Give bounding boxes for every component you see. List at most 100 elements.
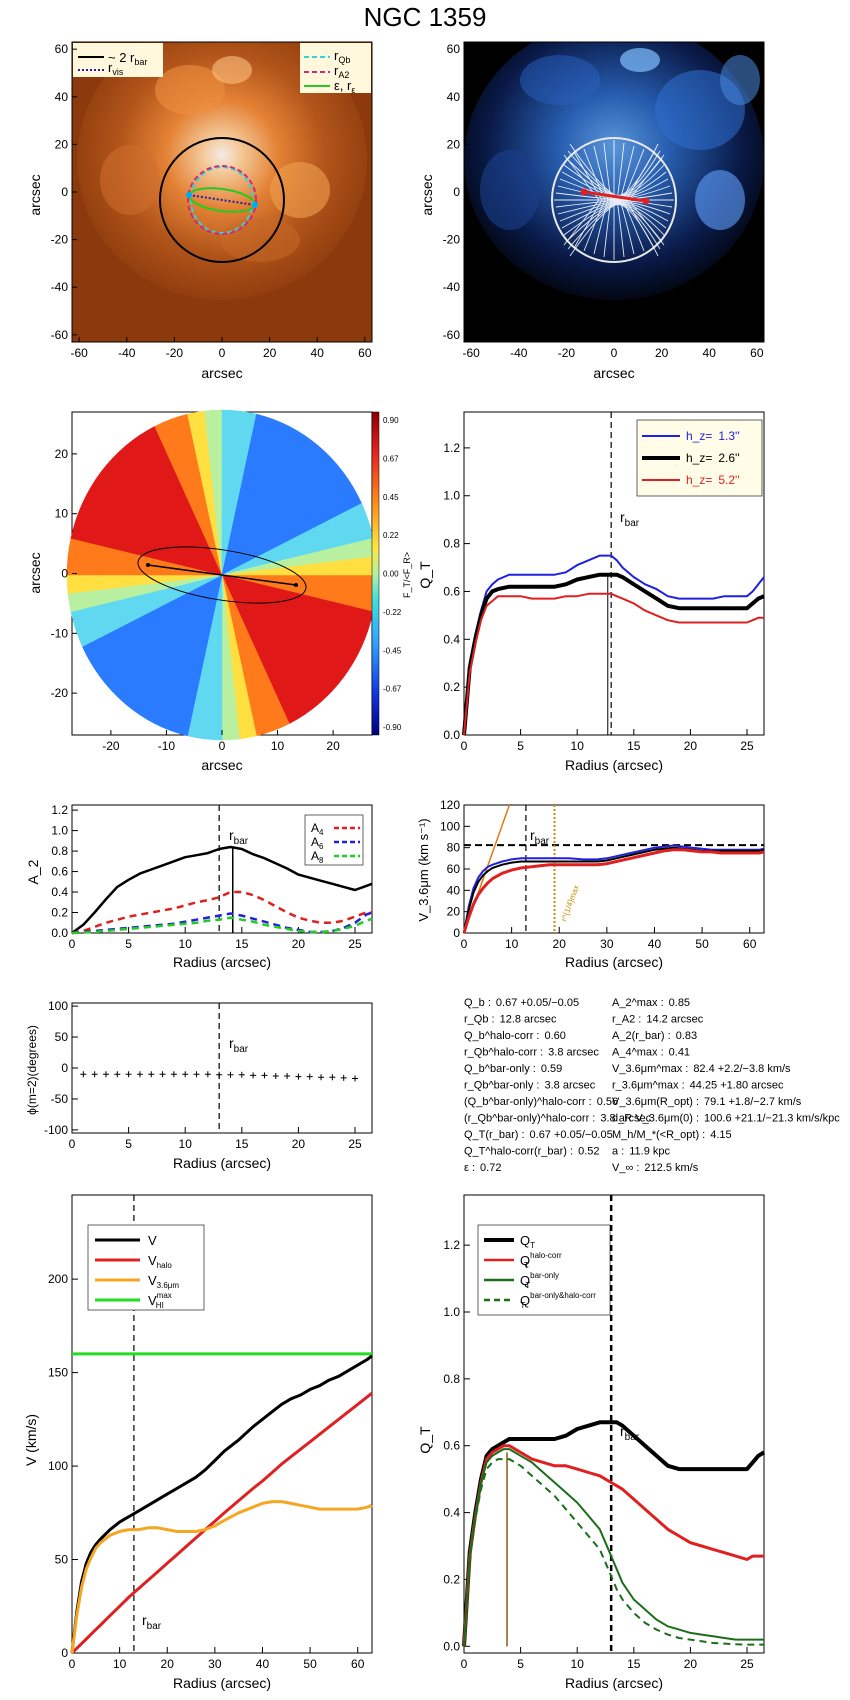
x-tick-label: 10 <box>571 1657 585 1671</box>
x-tick-label: 15 <box>235 937 249 951</box>
field-line <box>593 145 609 255</box>
x-tick-label: 40 <box>703 346 717 360</box>
y-tick-label: 0.8 <box>51 844 68 858</box>
line-rvis <box>188 194 256 206</box>
param-right: a :11.9 kpc <box>612 1146 671 1158</box>
x-tick-label: 10 <box>179 1137 193 1151</box>
phase-point <box>204 1071 211 1078</box>
y-tick-label: -20 <box>51 686 69 700</box>
legend-eps: ε, r <box>334 78 352 93</box>
colorbar-tick-label: 0.67 <box>383 454 399 463</box>
colorbar-ticks: 0.90 0.67 0.45 0.22 0.00 -0.22 -0.45 -0.67 -0.90 <box>383 416 402 732</box>
y-tick-label: -40 <box>51 280 69 294</box>
y-tick-label: 20 <box>447 137 461 151</box>
legend-ra2: r <box>334 63 339 78</box>
y-tick-label: 80 <box>447 841 461 855</box>
param-right: A_2^max :0.85 <box>612 997 690 1009</box>
plot-frame <box>463 804 765 934</box>
y-tick-label: 60 <box>55 42 69 56</box>
y-tick-label: 0.0 <box>51 926 68 940</box>
legend-label: QT <box>520 1233 535 1250</box>
x-tick-label: 0 <box>461 937 468 951</box>
legend-rvis: r <box>108 60 113 75</box>
y-tick-label: 60 <box>447 42 461 56</box>
x-tick-label: 25 <box>740 739 754 753</box>
param-right: V_3.6μm(R_opt) :79.1 +1.8/−2.7 km/s <box>612 1096 802 1108</box>
y-tick-label: -50 <box>51 1092 69 1106</box>
ellipse-a2 <box>187 165 257 235</box>
a2-xlabel: Radius (arcsec) <box>173 954 271 970</box>
legend-label: h_z= 2.6'' <box>686 451 740 465</box>
x-tick-label: 5 <box>517 739 524 753</box>
y-tick-label: 0 <box>453 926 460 940</box>
colorbar-label: F_T/<F_R> <box>402 552 412 598</box>
qtcorr-ylabel: Q_T <box>417 1426 433 1454</box>
y-tick-label: 100 <box>48 999 68 1013</box>
x-tick-label: 50 <box>303 1657 317 1671</box>
legend-label: A8 <box>311 849 324 865</box>
field-line <box>622 148 645 252</box>
y-tick-label: -60 <box>51 328 69 342</box>
axes-ratio-map: -20 -20 -10 -10 0 0 10 10 20 20 <box>51 447 340 753</box>
y-tick-label: -10 <box>51 626 69 640</box>
x-tick-label: 0 <box>69 1657 76 1671</box>
param-left: Q_b^halo-corr :0.60 <box>464 1030 566 1042</box>
field-line <box>616 142 625 258</box>
colorbar <box>371 411 380 736</box>
v36-rbar-label: rbar <box>530 827 550 847</box>
x-tick-label: 20 <box>292 937 306 951</box>
x-tick-label: 20 <box>292 1137 306 1151</box>
phase-point <box>261 1072 268 1079</box>
y-tick-label: 0.6 <box>51 865 68 879</box>
phase-point <box>238 1071 245 1078</box>
param-right: A_2(r_bar) :0.83 <box>612 1030 697 1042</box>
field-line <box>573 151 603 249</box>
y-tick-label: 10 <box>55 507 69 521</box>
phase-point <box>170 1071 177 1078</box>
circle-2rbar <box>159 137 285 263</box>
x-tick-label: 0 <box>461 1657 468 1671</box>
y-tick-label: 0.8 <box>443 537 460 551</box>
x-tick-label: 60 <box>743 937 757 951</box>
x-tick-label: -60 <box>462 346 480 360</box>
x-tick-label: 5 <box>125 1137 132 1151</box>
phase-point <box>295 1073 302 1080</box>
y-tick-label: 20 <box>55 447 69 461</box>
param-left: r_Qb^halo-corr :3.8 arcsec <box>464 1047 599 1059</box>
x-tick-label: 10 <box>571 739 585 753</box>
x-tick-label: -60 <box>70 346 88 360</box>
y-tick-label: 50 <box>55 1030 69 1044</box>
circle-field <box>551 137 677 263</box>
param-right: V_3.6μm^max :82.4 +2.2/−3.8 km/s <box>612 1063 791 1075</box>
y-tick-label: 0 <box>61 567 68 581</box>
vrot-xlabel: Radius (arcsec) <box>173 1675 271 1691</box>
x-tick-label: 25 <box>740 1657 754 1671</box>
series-line-0 <box>71 845 373 935</box>
blue-xlabel: arcsec <box>593 365 634 381</box>
series-line-0 <box>70 1354 373 1654</box>
phase-point <box>352 1075 359 1082</box>
param-right: d_R V_3.6μm(0) :100.6 +21.1/−21.3 km/s/k… <box>612 1113 840 1125</box>
x-tick-label: -40 <box>510 346 528 360</box>
ratio-xlabel: arcsec <box>201 757 242 773</box>
x-tick-label: 20 <box>684 739 698 753</box>
y-tick-label: 1.2 <box>443 1238 460 1252</box>
svg-text:rQb: rQb <box>334 48 350 65</box>
phase-point <box>193 1071 200 1078</box>
colorbar-tick-label: -0.22 <box>383 608 402 617</box>
y-tick-label: 200 <box>48 1272 68 1286</box>
phase-point <box>159 1071 166 1078</box>
series-line-0 <box>463 844 765 934</box>
legend-label: A6 <box>311 835 324 851</box>
qt-hz-ylabel: Q_T <box>417 561 433 589</box>
x-tick-label: 40 <box>648 937 662 951</box>
phase-rbar-label: rbar <box>229 1035 249 1055</box>
series-line-1 <box>462 572 765 736</box>
qtcorr-rbar-label: rbar <box>620 1423 640 1443</box>
x-tick-label: -10 <box>158 739 176 753</box>
legend-box-vrot <box>87 1224 205 1311</box>
phase-point <box>250 1072 257 1079</box>
x-tick-label: 60 <box>750 346 764 360</box>
y-tick-label: 0.0 <box>443 1639 460 1653</box>
colorbar-tick-label: -0.90 <box>383 723 402 732</box>
